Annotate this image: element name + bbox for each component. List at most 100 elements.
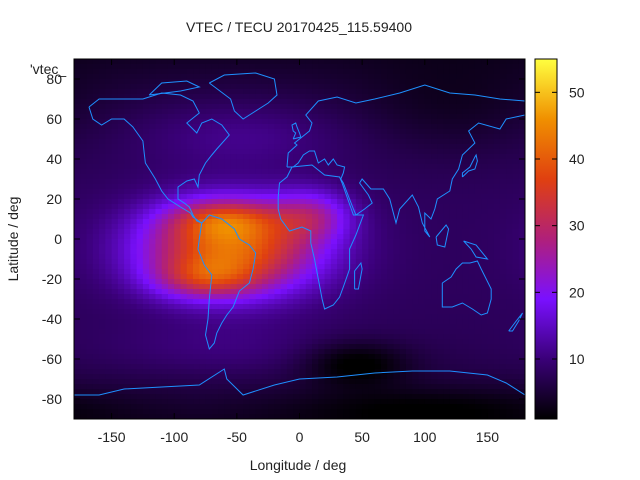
heatmap-cell (518, 189, 525, 195)
heatmap-cell (456, 314, 463, 320)
heatmap-cell (224, 219, 232, 225)
heatmap-cell (431, 349, 438, 355)
heatmap-cell (499, 249, 507, 255)
heatmap-cell (142, 184, 150, 190)
heatmap-cell (299, 84, 307, 90)
heatmap-cell (199, 239, 207, 245)
heatmap-cell (393, 144, 401, 150)
heatmap-cell (92, 149, 100, 155)
heatmap-cell (462, 99, 470, 105)
heatmap-cell (387, 69, 395, 75)
heatmap-cell (474, 234, 482, 240)
heatmap-cell (117, 99, 125, 105)
heatmap-cell (305, 69, 313, 75)
heatmap-cell (149, 199, 157, 205)
heatmap-cell (161, 364, 169, 370)
heatmap-cell (337, 279, 344, 285)
heatmap-cell (474, 99, 482, 105)
heatmap-cell (224, 139, 232, 145)
heatmap-cell (405, 339, 413, 345)
heatmap-cell (255, 379, 263, 385)
heatmap-cell (99, 134, 106, 140)
heatmap-cell (462, 249, 470, 255)
heatmap-cell (418, 394, 426, 400)
heatmap-cell (186, 264, 194, 270)
heatmap-cell (174, 149, 182, 155)
heatmap-cell (424, 249, 432, 255)
heatmap-cell (186, 294, 194, 300)
heatmap-cell (518, 339, 525, 345)
heatmap-cell (268, 339, 276, 345)
heatmap-cell (493, 244, 501, 250)
heatmap-cell (387, 74, 395, 80)
heatmap-cell (105, 179, 113, 185)
heatmap-cell (149, 114, 157, 120)
heatmap-cell (186, 289, 194, 295)
heatmap-cell (236, 269, 244, 275)
heatmap-cell (142, 254, 150, 260)
heatmap-cell (506, 264, 514, 270)
heatmap-cell (111, 254, 119, 260)
heatmap-cell (512, 59, 520, 65)
heatmap-cell (299, 244, 307, 250)
heatmap-cell (205, 59, 213, 65)
heatmap-cell (236, 219, 244, 225)
heatmap-cell (393, 259, 401, 265)
heatmap-cell (518, 109, 525, 115)
heatmap-cell (124, 294, 131, 300)
heatmap-cell (218, 189, 225, 195)
heatmap-cell (424, 79, 432, 85)
heatmap-cell (105, 254, 113, 260)
heatmap-cell (299, 324, 307, 330)
heatmap-cell (518, 104, 525, 110)
heatmap-cell (149, 124, 157, 130)
heatmap-cell (243, 174, 250, 180)
heatmap-cell (174, 69, 182, 75)
heatmap-cell (324, 199, 332, 205)
heatmap-cell (318, 159, 326, 165)
heatmap-cell (105, 234, 113, 240)
heatmap-cell (493, 184, 501, 190)
heatmap-cell (174, 214, 182, 220)
heatmap-cell (149, 369, 157, 375)
heatmap-cell (499, 239, 507, 245)
heatmap-cell (193, 309, 200, 315)
heatmap-cell (92, 314, 100, 320)
heatmap-cell (362, 79, 369, 85)
heatmap-cell (199, 189, 207, 195)
heatmap-cell (236, 104, 244, 110)
heatmap-cell (437, 284, 445, 290)
heatmap-cell (299, 309, 307, 315)
heatmap-cell (393, 74, 401, 80)
heatmap-cell (136, 79, 144, 85)
heatmap-cell (186, 164, 194, 170)
heatmap-cell (349, 229, 357, 235)
heatmap-cell (243, 94, 250, 100)
heatmap-cell (337, 309, 344, 315)
heatmap-cell (493, 249, 501, 255)
heatmap-cell (506, 389, 514, 395)
heatmap-cell (149, 74, 157, 80)
heatmap-cell (468, 149, 476, 155)
heatmap-cell (399, 244, 407, 250)
heatmap-cell (493, 174, 501, 180)
heatmap-cell (268, 114, 276, 120)
heatmap-cell (474, 164, 482, 170)
heatmap-cell (324, 89, 332, 95)
heatmap-cell (130, 59, 138, 65)
heatmap-cell (186, 389, 194, 395)
heatmap-cell (474, 299, 482, 305)
heatmap-cell (456, 239, 463, 245)
heatmap-cell (368, 99, 376, 105)
heatmap-cell (449, 384, 457, 390)
heatmap-cell (243, 244, 250, 250)
heatmap-cell (380, 109, 388, 115)
heatmap-cell (368, 299, 376, 305)
heatmap-cell (80, 374, 88, 380)
heatmap-cell (474, 339, 482, 345)
heatmap-cell (193, 109, 200, 115)
heatmap-cell (199, 124, 207, 130)
heatmap-cell (136, 214, 144, 220)
heatmap-cell (418, 144, 426, 150)
heatmap-cell (318, 339, 326, 345)
